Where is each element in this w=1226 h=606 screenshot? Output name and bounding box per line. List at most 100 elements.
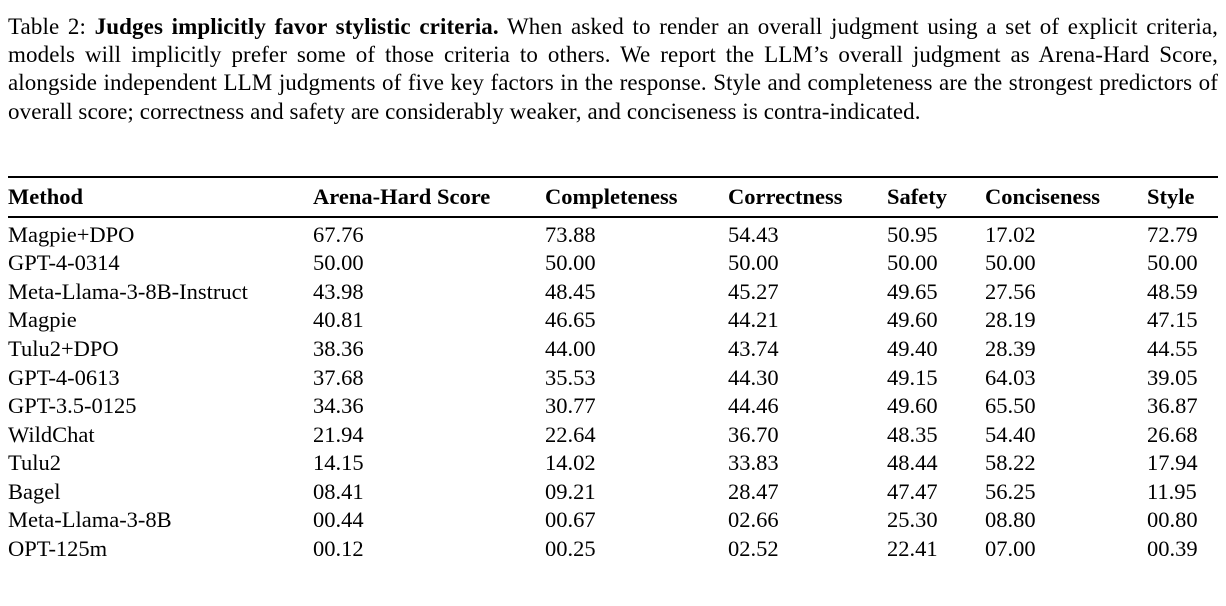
score-cell: 48.44 xyxy=(887,450,938,476)
table-row: GPT-3.5-0125 34.36 30.77 44.46 49.60 65.50 36.… xyxy=(8,392,1218,421)
score-cell: 21.94 xyxy=(313,421,364,447)
score-cell: 22.41 xyxy=(887,535,938,561)
score-cell: 17.94 xyxy=(1147,450,1198,476)
column-header: Arena-Hard Score xyxy=(313,176,545,218)
score-cell: 44.30 xyxy=(728,364,779,390)
method-cell: Magpie+DPO xyxy=(8,221,135,247)
caption-label: Table 2: xyxy=(8,14,95,39)
caption-body-text: When asked to render an overall judgment… xyxy=(8,14,1218,124)
score-cell: 43.98 xyxy=(313,278,364,304)
score-cell: 49.60 xyxy=(887,307,938,333)
score-cell: 49.60 xyxy=(887,393,938,419)
score-cell: 30.77 xyxy=(545,393,596,419)
caption-bold-title: Judges implicitly favor stylistic criter… xyxy=(94,14,499,39)
score-cell: 50.95 xyxy=(887,221,938,247)
score-cell: 49.65 xyxy=(887,278,938,304)
score-cell: 48.59 xyxy=(1147,278,1198,304)
score-cell: 50.00 xyxy=(1147,250,1198,276)
score-cell: 22.64 xyxy=(545,421,596,447)
score-cell: 28.39 xyxy=(985,336,1036,361)
score-cell: 47.15 xyxy=(1147,307,1198,333)
method-cell: Tulu2+DPO xyxy=(8,336,119,361)
table-row: Magpie 40.81 46.65 44.21 49.60 28.19 47.15 xyxy=(8,306,1218,335)
method-cell: Tulu2 xyxy=(8,450,61,476)
column-header: Correctness xyxy=(728,176,887,218)
score-cell: 40.81 xyxy=(313,307,364,333)
method-cell: GPT-4-0613 xyxy=(8,364,120,390)
score-cell: 00.80 xyxy=(1147,507,1198,533)
score-cell: 50.00 xyxy=(313,250,364,276)
score-cell: 48.45 xyxy=(545,278,596,304)
results-table: Method Arena-Hard Score Completeness Correc… xyxy=(8,175,1218,564)
score-cell: 64.03 xyxy=(985,364,1036,390)
score-cell: 38.36 xyxy=(313,336,364,361)
score-cell: 50.00 xyxy=(887,250,938,276)
score-cell: 43.74 xyxy=(728,336,779,361)
column-header: Style xyxy=(1147,176,1218,218)
method-cell: Magpie xyxy=(8,307,77,333)
score-cell: 28.19 xyxy=(985,307,1036,333)
score-cell: 72.79 xyxy=(1147,221,1198,247)
score-cell: 00.12 xyxy=(313,535,364,561)
table-row: Tulu2+DPO 38.36 44.00 43.74 49.40 28.39 44.55 xyxy=(8,335,1218,364)
table-row: Tulu2 14.15 14.02 33.83 48.44 58.22 17.94 xyxy=(8,449,1218,478)
score-cell: 49.40 xyxy=(887,336,938,361)
score-cell: 44.46 xyxy=(728,393,779,419)
score-cell: 44.21 xyxy=(728,307,779,333)
score-cell: 28.47 xyxy=(728,478,779,504)
method-cell: OPT-125m xyxy=(8,535,108,561)
score-cell: 67.76 xyxy=(313,221,364,247)
score-cell: 36.70 xyxy=(728,421,779,447)
method-cell: Bagel xyxy=(8,478,61,504)
column-header: Method xyxy=(8,176,313,218)
column-header: Safety xyxy=(887,176,985,218)
header-row: Method Arena-Hard Score Completeness Correc… xyxy=(8,176,1218,218)
table-row: Magpie+DPO 67.76 73.88 54.43 50.95 17.02 72.79 xyxy=(8,217,1218,250)
score-cell: 35.53 xyxy=(545,364,596,390)
score-cell: 48.35 xyxy=(887,421,938,447)
score-cell: 44.55 xyxy=(1147,336,1198,361)
score-cell: 50.00 xyxy=(985,250,1036,276)
method-cell: GPT-4-0314 xyxy=(8,250,120,276)
method-cell: Meta-Llama-3-8B-Instruct xyxy=(8,278,248,304)
score-cell: 37.68 xyxy=(313,364,364,390)
score-cell: 02.52 xyxy=(728,535,779,561)
score-cell: 08.41 xyxy=(313,478,364,504)
column-header: Completeness xyxy=(545,176,728,218)
score-cell: 00.44 xyxy=(313,507,364,533)
table-row: Meta-Llama-3-8B 00.44 00.67 02.66 25.30 08.80… xyxy=(8,506,1218,535)
score-cell: 26.68 xyxy=(1147,421,1198,447)
score-cell: 08.80 xyxy=(985,507,1036,533)
table-row: GPT-4-0314 50.00 50.00 50.00 50.00 50.00 50.00 xyxy=(8,249,1218,278)
score-cell: 02.66 xyxy=(728,507,779,533)
method-cell: WildChat xyxy=(8,421,95,447)
score-cell: 14.15 xyxy=(313,450,364,476)
score-cell: 45.27 xyxy=(728,278,779,304)
score-cell: 56.25 xyxy=(985,478,1036,504)
score-cell: 07.00 xyxy=(985,535,1036,561)
score-cell: 17.02 xyxy=(985,221,1036,247)
table-row: Meta-Llama-3-8B-Instruct 43.98 48.45 45.27 4… xyxy=(8,278,1218,307)
score-cell: 36.87 xyxy=(1147,393,1198,419)
table-caption: Table 2: Judges implicitly favor stylist… xyxy=(8,13,1218,126)
score-cell: 50.00 xyxy=(545,250,596,276)
score-cell: 50.00 xyxy=(728,250,779,276)
score-cell: 39.05 xyxy=(1147,364,1198,390)
score-cell: 47.47 xyxy=(887,478,938,504)
score-cell: 00.67 xyxy=(545,507,596,533)
score-cell: 00.39 xyxy=(1147,535,1198,561)
table-row: GPT-4-0613 37.68 35.53 44.30 49.15 64.03 39.05 xyxy=(8,364,1218,393)
score-cell: 11.95 xyxy=(1147,478,1197,504)
score-cell: 34.36 xyxy=(313,393,364,419)
score-cell: 25.30 xyxy=(887,507,938,533)
score-cell: 54.43 xyxy=(728,221,779,247)
score-cell: 44.00 xyxy=(545,336,596,361)
table-row: WildChat 21.94 22.64 36.70 48.35 54.40 26.68 xyxy=(8,421,1218,450)
table-body: Magpie+DPO 67.76 73.88 54.43 50.95 17.02 72.79… xyxy=(8,217,1218,564)
score-cell: 33.83 xyxy=(728,450,779,476)
score-cell: 49.15 xyxy=(887,364,938,390)
score-cell: 00.25 xyxy=(545,535,596,561)
score-cell: 46.65 xyxy=(545,307,596,333)
method-cell: GPT-3.5-0125 xyxy=(8,393,137,419)
